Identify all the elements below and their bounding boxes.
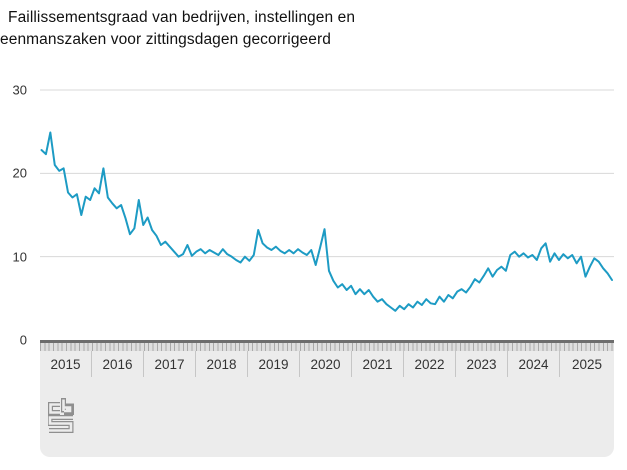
y-tick-label-30: 30 — [12, 82, 27, 98]
year-label-2017: 2017 — [144, 351, 196, 377]
cbs-logo — [47, 397, 75, 440]
year-label-2020: 2020 — [300, 351, 352, 377]
x-axis-panel: 2015 2016 2017 2018 2019 2020 2021 2022 2023 2024… — [40, 340, 614, 457]
x-axis-baseline — [40, 340, 614, 343]
year-label-2025: 2025 — [571, 356, 603, 372]
cbs-logo-stroke — [48, 416, 73, 432]
year-label-2023: 2023 — [456, 351, 508, 377]
y-tick-label-0: 0 — [19, 332, 27, 348]
year-label-2022: 2022 — [404, 351, 456, 377]
year-label-2024: 2024 — [508, 351, 560, 377]
series-line-faillissementsgraad — [40, 131, 613, 312]
year-label-2019: 2019 — [248, 351, 300, 377]
year-label-2015: 2015 — [40, 351, 92, 377]
chart-title-line-2: eenmanszaken voor zittingsdagen gecorrig… — [0, 31, 331, 48]
cbs-logo-stroke — [49, 403, 60, 414]
cbs-logo-stroke — [62, 399, 72, 413]
y-tick-label-20: 20 — [12, 165, 27, 181]
year-label-2018: 2018 — [196, 351, 248, 377]
chart-title-line-1: Faillissementsgraad van bedrijven, inste… — [8, 9, 356, 26]
year-label-2016: 2016 — [92, 351, 144, 377]
y-tick-label-10: 10 — [12, 249, 27, 265]
x-axis-month-ticks — [40, 343, 614, 351]
y-axis: 0 10 20 30 — [0, 0, 36, 348]
bankruptcy-rate-line-chart — [40, 89, 614, 312]
x-axis-year-labels: 2015 2016 2017 2018 2019 2020 2021 2022 2023 2024… — [40, 351, 614, 377]
chart-title: Faillissementsgraad van bedrijven, inste… — [0, 7, 355, 51]
year-label-2021: 2021 — [352, 351, 404, 377]
